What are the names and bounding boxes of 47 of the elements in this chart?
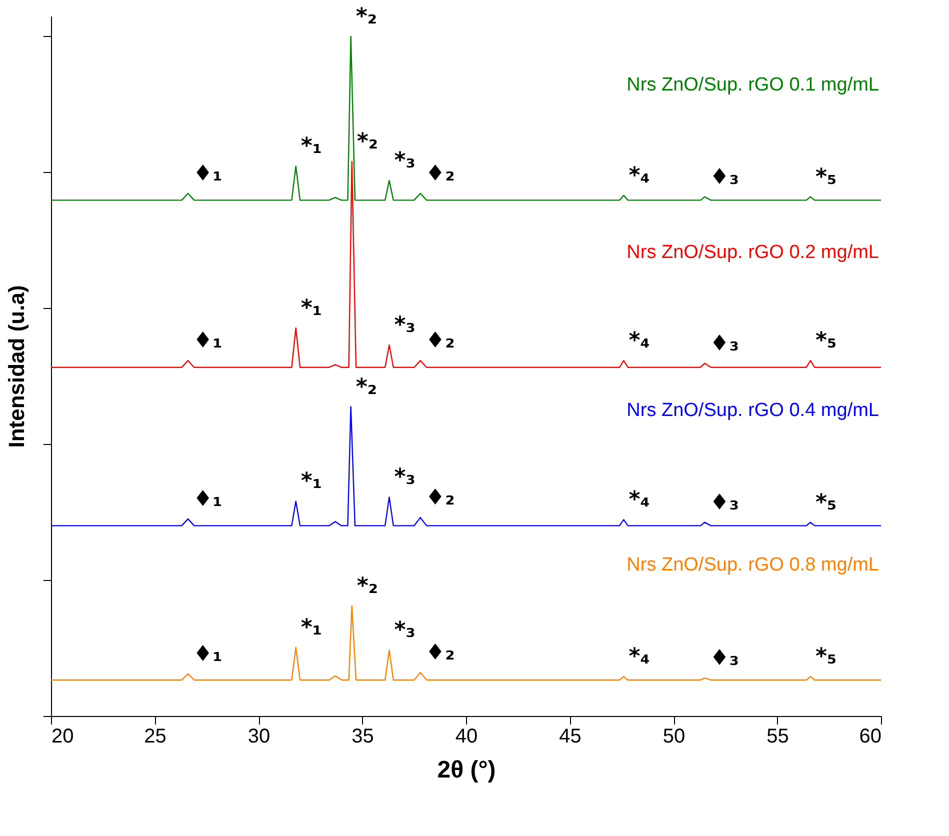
annotation: ♦₂ [425,486,455,511]
x-tick-label: 50 [662,726,686,748]
x-tick-label: 30 [248,726,270,748]
annotation: ♦₁ [192,486,222,512]
annotation: *₃ [394,465,416,490]
annotation: *₅ [815,644,837,670]
annotation: ♦₃ [710,331,739,356]
annotation: *₂ [356,574,378,599]
annotation: *₂ [356,374,377,400]
x-tick-label: 45 [559,726,582,748]
x-tick-label: 25 [144,726,166,748]
annotation: ♦₃ [710,164,739,190]
text: Nrs ZnO/Sup. rGO 0.2 mg/mL [626,242,879,263]
annotation: *₁ [300,469,322,494]
annotation: *₅ [815,328,837,354]
annotation: *₄ [628,488,650,513]
text: Nrs ZnO/Sup. rGO 0.8 mg/mL [626,554,879,576]
annotation: *₁ [300,134,322,160]
annotation: *₃ [394,148,416,174]
annotation: *₃ [394,312,416,338]
y-axis-title: Intensidad (u.a) [4,285,29,448]
annotation: ♦₁ [192,161,222,186]
annotation: *₄ [628,644,650,670]
annotation: *₅ [815,164,837,190]
annotation: *₅ [815,490,837,516]
annotation: *₄ [628,163,650,188]
x-tick-label: 60 [859,726,882,748]
text: Nrs ZnO/Sup. rGO 0.4 mg/mL [626,400,879,422]
annotation: ♦₂ [425,640,455,666]
annotation: ♦₃ [710,646,739,671]
annotation: *₄ [628,328,650,354]
annotation: *₃ [394,618,416,644]
annotation: ♦₂ [425,328,455,354]
x-axis-title: 2θ (°) [437,756,496,784]
annotation: *₁ [300,615,322,640]
x-tick-label: 35 [352,726,374,748]
x-tick-label: 55 [766,726,789,748]
text: Nrs ZnO/Sup. rGO 0.1 mg/mL [626,74,879,96]
x-tick-label: 20 [52,726,74,748]
annotation: ♦₁ [192,642,222,667]
annotation: ♦₁ [192,328,222,354]
annotation: *₁ [300,296,322,321]
annotation: *₂ [356,129,378,154]
x-tick-label: 40 [455,726,478,748]
annotation: *₂ [356,4,377,30]
annotation: ♦₃ [710,490,739,516]
annotation: ♦₂ [425,161,455,186]
